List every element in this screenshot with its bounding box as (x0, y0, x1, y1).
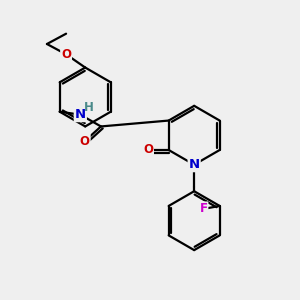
Text: O: O (61, 48, 71, 61)
Text: N: N (75, 108, 86, 121)
Text: O: O (143, 143, 153, 157)
Text: O: O (80, 135, 90, 148)
Text: H: H (84, 101, 94, 114)
Text: F: F (200, 202, 208, 215)
Text: N: N (189, 158, 200, 171)
